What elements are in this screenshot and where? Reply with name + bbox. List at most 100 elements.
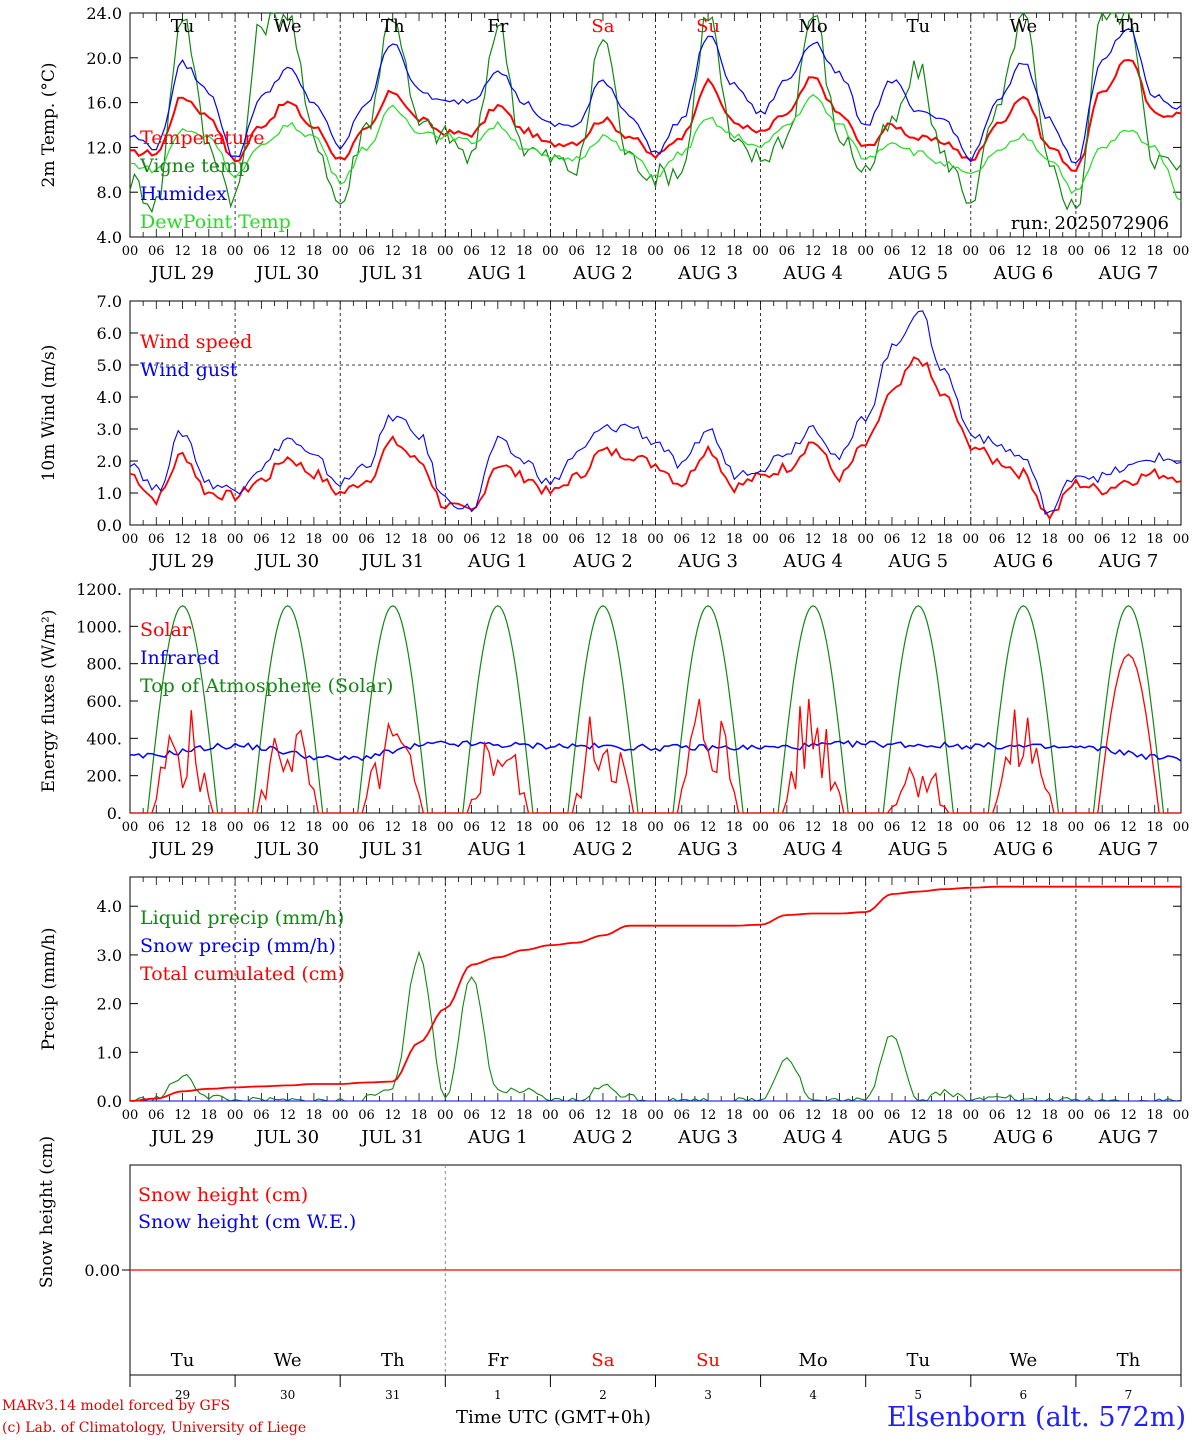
hour-tick-label: 00	[227, 532, 244, 547]
weekday-label: We	[1010, 16, 1038, 37]
hour-tick-label: 06	[1094, 820, 1111, 835]
legend-liquid-precip-mm-h-: Liquid precip (mm/h)	[140, 907, 344, 929]
hour-tick-label: 12	[174, 244, 191, 259]
y-tick-label: 600.	[86, 692, 122, 711]
hour-tick-label: 00	[1068, 532, 1085, 547]
hour-tick-label: 06	[884, 1108, 901, 1123]
hour-tick-label: 00	[332, 1108, 349, 1123]
day-number-label: 1	[494, 1388, 502, 1402]
hour-tick-label: 18	[201, 1108, 218, 1123]
hour-tick-label: 00	[647, 532, 664, 547]
hour-tick-label: 12	[700, 1108, 717, 1123]
series-temperature	[129, 58, 1182, 172]
hour-tick-label: 18	[1146, 244, 1163, 259]
legend-snow-precip-mm-h-: Snow precip (mm/h)	[140, 935, 336, 957]
day-number-label: 6	[1020, 1388, 1028, 1402]
weekday-label: Th	[1117, 1350, 1141, 1371]
weekday-label: We	[1010, 1350, 1038, 1371]
hour-tick-label: 00	[542, 1108, 559, 1123]
hour-tick-label: 06	[674, 244, 691, 259]
weekday-label: Su	[696, 16, 720, 37]
y-tick-label: 6.0	[97, 324, 122, 343]
hour-tick-label: 06	[1094, 244, 1111, 259]
y-tick-label: 200.	[86, 767, 122, 786]
hour-tick-label: 18	[201, 532, 218, 547]
hour-tick-label: 00	[227, 1108, 244, 1123]
y-tick-label: 1000.	[76, 617, 122, 636]
weekday-label: Sa	[591, 16, 614, 37]
legend-total-cumulated-cm-: Total cumulated (cm)	[140, 963, 345, 985]
hour-tick-label: 18	[411, 1108, 428, 1123]
hour-tick-label: 18	[726, 820, 743, 835]
hour-tick-label: 06	[568, 532, 585, 547]
legend-dewpoint-temp: DewPoint Temp	[140, 211, 291, 233]
date-label: JUL 29	[149, 263, 214, 284]
date-label: AUG 4	[782, 551, 843, 572]
y-tick-label: 1.0	[97, 484, 122, 503]
hour-tick-label: 06	[148, 532, 165, 547]
hour-tick-label: 06	[253, 820, 270, 835]
hour-tick-label: 18	[201, 820, 218, 835]
hour-tick-label: 00	[647, 820, 664, 835]
hour-tick-label: 18	[306, 532, 323, 547]
y-tick-label: 2.0	[97, 452, 122, 471]
weekday-label: We	[274, 16, 302, 37]
y-tick-label: 0.	[107, 804, 122, 823]
y-tick-label: 1.0	[97, 1043, 122, 1062]
y-tick-label: 0.00	[84, 1261, 120, 1280]
weekday-label: Fr	[487, 1350, 508, 1371]
date-label: JUL 31	[359, 839, 424, 860]
hour-tick-label: 00	[752, 532, 769, 547]
hour-tick-label: 12	[700, 532, 717, 547]
hour-tick-label: 00	[437, 1108, 454, 1123]
hour-tick-label: 18	[516, 1108, 533, 1123]
lab-credit: (c) Lab. of Climatology, University of L…	[2, 1420, 307, 1436]
y-tick-label: 0.0	[97, 1092, 122, 1111]
hour-tick-label: 12	[595, 1108, 612, 1123]
model-credit: MARv3.14 model forced by GFS	[2, 1398, 231, 1414]
hour-tick-label: 06	[253, 532, 270, 547]
day-number-label: 2	[599, 1388, 607, 1402]
date-label: JUL 30	[254, 263, 319, 284]
hour-tick-label: 18	[411, 532, 428, 547]
hour-tick-label: 18	[1041, 244, 1058, 259]
y-axis-title: Snow height (cm)	[37, 1136, 57, 1288]
panel-frame-1	[129, 12, 1182, 238]
hour-tick-label: 06	[1094, 532, 1111, 547]
weekday-label: Tu	[906, 16, 930, 37]
hour-tick-label: 00	[227, 820, 244, 835]
hour-tick-label: 18	[411, 244, 428, 259]
hour-tick-label: 18	[621, 820, 638, 835]
date-label: AUG 5	[887, 551, 948, 572]
hour-tick-label: 18	[726, 532, 743, 547]
legend-top-of-atmosphere-solar-: Top of Atmosphere (Solar)	[140, 675, 393, 697]
hour-tick-label: 06	[884, 244, 901, 259]
hour-tick-label: 18	[621, 244, 638, 259]
hour-tick-label: 06	[884, 532, 901, 547]
weekday-label: Mo	[799, 16, 828, 37]
hour-tick-label: 12	[384, 532, 401, 547]
hour-tick-label: 00	[752, 244, 769, 259]
hour-tick-label: 12	[1120, 820, 1137, 835]
y-tick-label: 4.0	[97, 388, 122, 407]
hour-tick-label: 12	[490, 244, 507, 259]
y-tick-label: 3.0	[97, 420, 122, 439]
hour-tick-label: 12	[805, 1108, 822, 1123]
y-tick-label: 4.0	[97, 897, 122, 916]
hour-tick-label: 12	[595, 244, 612, 259]
date-label: AUG 7	[1098, 1127, 1159, 1148]
series-dewpoint-temp	[130, 93, 1182, 202]
hour-tick-label: 06	[463, 820, 480, 835]
hour-tick-label: 00	[857, 820, 874, 835]
hour-tick-label: 06	[463, 244, 480, 259]
hour-tick-label: 06	[779, 532, 796, 547]
hour-tick-label: 18	[516, 820, 533, 835]
legend-wind-gust: Wind gust	[140, 359, 238, 381]
legend-vigne-temp: Vigne temp	[139, 155, 250, 177]
hour-tick-label: 06	[674, 532, 691, 547]
series-solar	[130, 653, 1181, 814]
hour-tick-label: 00	[122, 820, 139, 835]
weekday-label: Th	[381, 1350, 405, 1371]
hour-tick-label: 18	[1041, 1108, 1058, 1123]
